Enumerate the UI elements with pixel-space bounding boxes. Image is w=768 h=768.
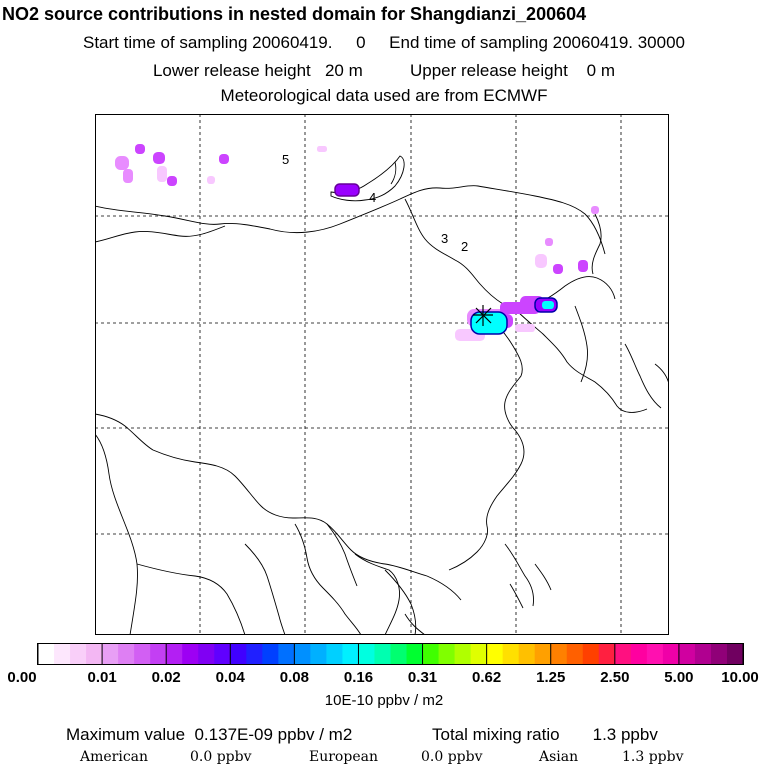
plot-title: NO2 source contributions in nested domai… — [2, 4, 587, 24]
color-swatch — [38, 644, 55, 664]
color-swatch — [454, 644, 472, 664]
asian-label: Asian — [539, 749, 579, 765]
color-scale-tick-label: 10.00 — [721, 669, 759, 686]
plume-cell — [317, 146, 327, 152]
contour-label: 2 — [461, 239, 468, 254]
color-swatch — [582, 644, 600, 664]
color-scale-tick-label: 0.08 — [279, 669, 309, 686]
color-swatch — [406, 644, 424, 664]
concentration-plume — [115, 144, 599, 341]
color-scale-units: 10E-10 ppbv / m2 — [324, 692, 444, 709]
color-swatch — [694, 644, 712, 664]
plume-cell — [578, 260, 588, 272]
plume-cell — [115, 156, 129, 170]
plume-cell — [545, 238, 553, 246]
total-mixing-ratio-text: Total mixing ratio 1.3 ppbv — [432, 725, 658, 744]
plume-cell — [515, 324, 535, 332]
color-swatch — [630, 644, 648, 664]
sampling-time-line: Start time of sampling 20060419. 0 End t… — [83, 33, 685, 52]
color-scale-tick-label: 2.50 — [600, 669, 630, 686]
release-height-line: Lower release height 20 m Upper release … — [152, 61, 616, 80]
color-swatch — [662, 644, 680, 664]
color-swatch — [566, 644, 584, 664]
color-swatch — [230, 644, 247, 664]
color-swatch — [278, 644, 295, 664]
color-scale-tick-label: 0.04 — [215, 669, 245, 686]
color-swatch — [374, 644, 391, 664]
color-swatch — [550, 644, 568, 664]
color-swatch — [710, 644, 728, 664]
color-swatch — [118, 644, 135, 664]
asian-value: 1.3 ppbv — [622, 749, 684, 765]
maximum-value-text: Maximum value 0.137E-09 ppbv / m2 — [66, 725, 353, 744]
color-swatch — [182, 644, 199, 664]
plume-cell — [167, 176, 177, 186]
color-swatch — [614, 644, 632, 664]
color-swatch — [534, 644, 552, 664]
color-swatch — [70, 644, 87, 664]
european-value: 0.0 ppbv — [421, 749, 483, 765]
contour-label: 3 — [441, 231, 448, 246]
color-scale-bar — [37, 643, 744, 665]
color-swatch — [150, 644, 167, 664]
color-swatch — [166, 644, 183, 664]
plume-cell — [470, 311, 508, 335]
contour-labels: 5 4 3 2 — [282, 152, 468, 254]
color-scale-tick-label: 0.00 — [7, 669, 37, 686]
color-swatch — [326, 644, 343, 664]
map-frame — [95, 114, 669, 635]
color-swatch — [598, 644, 616, 664]
european-label: European — [309, 749, 378, 765]
color-swatch — [358, 644, 375, 664]
plume-cell — [334, 183, 360, 197]
color-swatch — [486, 644, 504, 664]
color-scale-tick-label: 0.16 — [343, 669, 374, 686]
color-swatch — [422, 644, 440, 664]
american-label: American — [80, 749, 149, 765]
contour-label: 5 — [282, 152, 289, 167]
color-swatch — [646, 644, 664, 664]
color-swatch — [678, 644, 696, 664]
plume-cell — [535, 254, 547, 268]
color-scale-tick-label: 1.25 — [536, 669, 566, 686]
plume-cell — [219, 154, 229, 164]
color-swatch — [310, 644, 327, 664]
color-swatch — [102, 644, 119, 664]
plume-cell — [591, 206, 599, 214]
color-swatch — [518, 644, 536, 664]
plume-cell — [135, 144, 145, 154]
color-swatch — [726, 644, 744, 664]
color-swatch — [438, 644, 456, 664]
station-marker-icon — [473, 305, 493, 326]
plume-cell — [553, 264, 563, 274]
color-swatch — [390, 644, 408, 664]
color-scale-tick-label: 5.00 — [664, 669, 694, 686]
color-scale-tick-label: 0.31 — [407, 669, 438, 686]
color-swatch — [502, 644, 520, 664]
plume-cell — [153, 152, 165, 164]
color-scale-tick-label: 0.62 — [472, 669, 502, 686]
color-swatch — [198, 644, 215, 664]
plume-cell — [207, 176, 215, 184]
color-swatch — [134, 644, 151, 664]
color-swatch — [86, 644, 103, 664]
plume-cell — [157, 166, 167, 182]
plume-cell — [542, 301, 554, 309]
color-scale-tick-label: 0.01 — [87, 669, 117, 686]
contour-label: 4 — [369, 190, 376, 205]
color-swatch — [54, 644, 71, 664]
color-swatch — [294, 644, 311, 664]
domain-map: 5 4 3 2 — [95, 114, 669, 635]
color-swatch — [342, 644, 359, 664]
color-swatch — [262, 644, 279, 664]
color-scale-tick-label: 0.02 — [151, 669, 181, 686]
plume-cell — [123, 169, 133, 183]
color-swatch — [470, 644, 488, 664]
american-value: 0.0 ppbv — [190, 749, 252, 765]
color-swatch — [246, 644, 263, 664]
met-data-line: Meteorological data used are from ECMWF — [220, 86, 548, 105]
color-swatch — [214, 644, 231, 664]
